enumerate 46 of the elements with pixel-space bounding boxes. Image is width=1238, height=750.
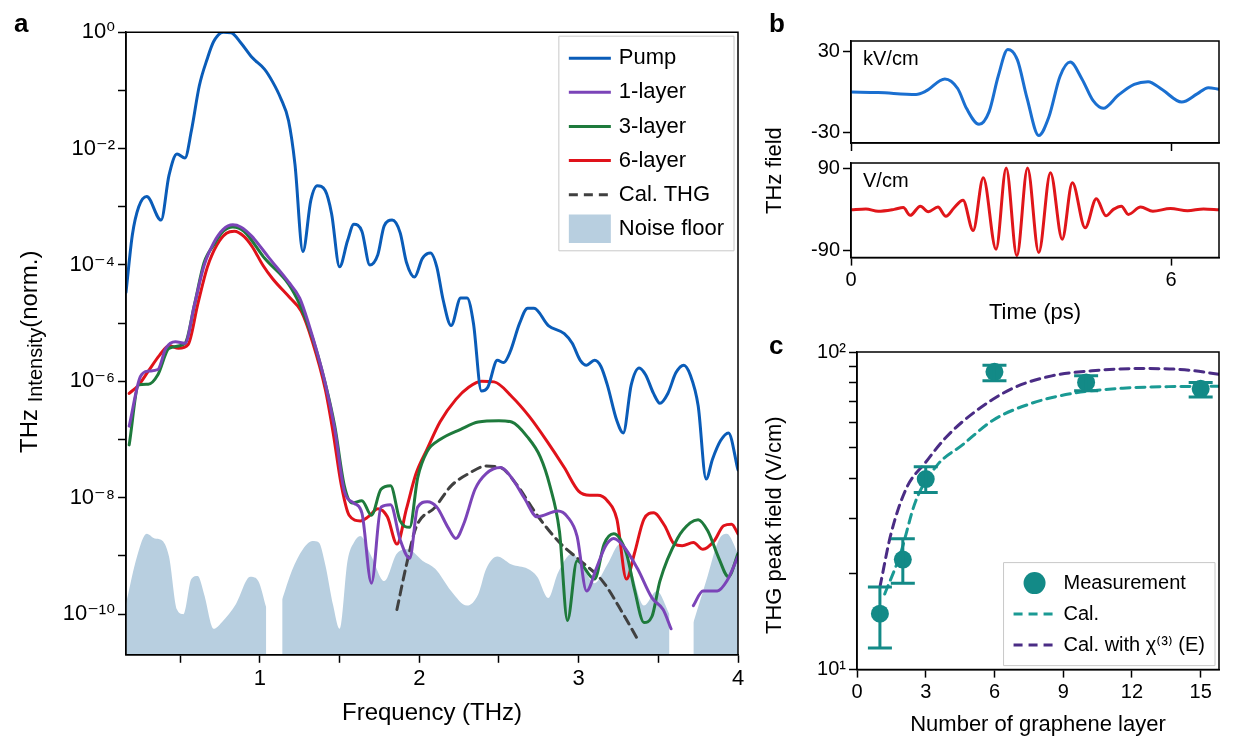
- y-tick-label: 10⁻⁴: [69, 251, 115, 277]
- x-tick-label: 0: [845, 268, 857, 291]
- y-tick-label: -30: [811, 120, 840, 143]
- legend-label: Pump: [618, 44, 677, 70]
- y-tick-label: 90: [817, 155, 840, 178]
- line-series: [126, 32, 738, 481]
- x-tick-label: 0: [851, 680, 863, 703]
- y-tick-label: 10⁻²: [71, 134, 115, 160]
- x-tick-label: 4: [731, 665, 745, 691]
- line-series: [851, 48, 1219, 138]
- y-axis-title: THG peak field (V/cm): [760, 415, 787, 636]
- x-tick-label: 9: [1057, 680, 1069, 703]
- y-tick-label: 30: [817, 38, 840, 61]
- x-axis-title: Time (ps): [988, 298, 1082, 324]
- x-tick-label: 15: [1189, 680, 1212, 703]
- y-tick-label: -90: [811, 238, 840, 261]
- x-tick-label: 3: [920, 680, 932, 703]
- y-tick-label: 10²: [817, 339, 847, 362]
- legend-label: Noise floor: [618, 214, 724, 240]
- y-axis-title: THz field: [761, 127, 786, 215]
- legend-label: 3-layer: [618, 112, 687, 138]
- x-tick-label: 1: [253, 665, 266, 691]
- chart-title: c: [769, 330, 784, 360]
- chart-title: a: [14, 8, 29, 38]
- legend-label: Cal. THG: [618, 180, 711, 206]
- y-tick-label: 10⁻⁶: [69, 367, 115, 393]
- y-tick-label: 10¹: [817, 657, 847, 680]
- chart-title: b: [769, 8, 785, 38]
- x-axis-title: Frequency (THz): [341, 698, 523, 726]
- legend-label: Cal. with χ⁽³⁾ (E): [1063, 632, 1206, 655]
- x-tick-label: 3: [572, 665, 585, 691]
- x-tick-label: 2: [413, 665, 426, 691]
- legend-label: 1-layer: [618, 78, 687, 104]
- x-tick-label: 6: [1165, 268, 1177, 291]
- legend-label: 6-layer: [618, 146, 687, 172]
- x-tick-label: 12: [1120, 680, 1144, 703]
- legend-label: Cal.: [1063, 601, 1100, 624]
- annotation: V/cm: [863, 168, 909, 191]
- y-tick-label: 10⁻¹⁰: [62, 600, 116, 626]
- legend-label: Measurement: [1063, 570, 1187, 593]
- y-tick-label: 10⁻⁸: [69, 483, 115, 509]
- annotation: kV/cm: [863, 46, 919, 69]
- y-tick-label: 10⁰: [81, 18, 116, 44]
- line-series: [395, 464, 640, 641]
- x-tick-label: 6: [988, 680, 1001, 703]
- x-axis-title: Number of graphene layer: [910, 710, 1166, 736]
